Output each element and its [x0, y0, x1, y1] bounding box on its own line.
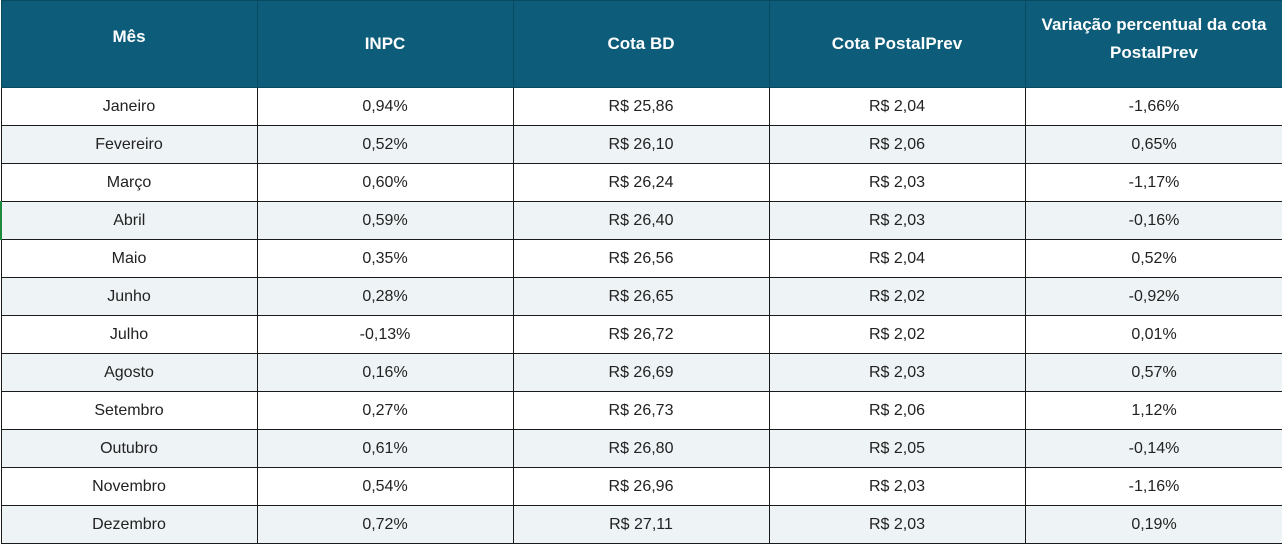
- column-header-inpc: INPC: [256, 0, 514, 88]
- table-row: Março 0,60% R$ 26,24 R$ 2,03 -1,17%: [0, 163, 1282, 202]
- table-header: Mês INPC Cota BD Cota PostalPrev Variaçã…: [0, 0, 1282, 88]
- variacao-cell: 0,01%: [1024, 315, 1282, 354]
- month-cell: Agosto: [0, 353, 258, 392]
- column-header-cota-bd: Cota BD: [512, 0, 770, 88]
- cota-bd-cell: R$ 26,80: [512, 429, 770, 468]
- variacao-cell: 0,19%: [1024, 505, 1282, 544]
- inpc-cell: 0,28%: [256, 277, 514, 316]
- cota-postalprev-cell: R$ 2,03: [768, 505, 1026, 544]
- table-row: Maio 0,35% R$ 26,56 R$ 2,04 0,52%: [0, 239, 1282, 278]
- inpc-cell: 0,61%: [256, 429, 514, 468]
- cota-bd-cell: R$ 26,56: [512, 239, 770, 278]
- header-row: Mês INPC Cota BD Cota PostalPrev Variaçã…: [0, 0, 1282, 88]
- variacao-cell: -0,14%: [1024, 429, 1282, 468]
- table-row: Outubro 0,61% R$ 26,80 R$ 2,05 -0,14%: [0, 429, 1282, 468]
- month-cell: Abril: [0, 201, 258, 240]
- variacao-cell: 0,57%: [1024, 353, 1282, 392]
- cota-postalprev-cell: R$ 2,03: [768, 467, 1026, 506]
- table-row: Novembro 0,54% R$ 26,96 R$ 2,03 -1,16%: [0, 467, 1282, 506]
- variacao-cell: -1,16%: [1024, 467, 1282, 506]
- month-cell: Março: [0, 163, 258, 202]
- month-cell: Janeiro: [0, 87, 258, 126]
- variacao-cell: 0,52%: [1024, 239, 1282, 278]
- table-row: Julho -0,13% R$ 26,72 R$ 2,02 0,01%: [0, 315, 1282, 354]
- month-cell: Maio: [0, 239, 258, 278]
- cota-postalprev-cell: R$ 2,03: [768, 353, 1026, 392]
- month-cell: Setembro: [0, 391, 258, 430]
- cota-bd-cell: R$ 26,40: [512, 201, 770, 240]
- cota-bd-cell: R$ 26,96: [512, 467, 770, 506]
- cota-bd-cell: R$ 26,69: [512, 353, 770, 392]
- column-header-variacao: Variação percentual da cota PostalPrev: [1024, 0, 1282, 88]
- variacao-cell: -0,92%: [1024, 277, 1282, 316]
- cota-bd-cell: R$ 26,73: [512, 391, 770, 430]
- cota-bd-cell: R$ 27,11: [512, 505, 770, 544]
- table-row: Dezembro 0,72% R$ 27,11 R$ 2,03 0,19%: [0, 505, 1282, 544]
- inpc-cell: 0,59%: [256, 201, 514, 240]
- column-header-cota-postalprev: Cota PostalPrev: [768, 0, 1026, 88]
- inpc-cell: 0,54%: [256, 467, 514, 506]
- inpc-cell: 0,27%: [256, 391, 514, 430]
- table-row: Fevereiro 0,52% R$ 26,10 R$ 2,06 0,65%: [0, 125, 1282, 164]
- cota-bd-cell: R$ 26,72: [512, 315, 770, 354]
- cota-postalprev-cell: R$ 2,03: [768, 163, 1026, 202]
- cota-postalprev-cell: R$ 2,02: [768, 315, 1026, 354]
- cota-postalprev-cell: R$ 2,06: [768, 125, 1026, 164]
- table-row: Setembro 0,27% R$ 26,73 R$ 2,06 1,12%: [0, 391, 1282, 430]
- month-cell: Dezembro: [0, 505, 258, 544]
- month-cell: Junho: [0, 277, 258, 316]
- variacao-cell: -0,16%: [1024, 201, 1282, 240]
- column-header-month: Mês: [0, 0, 258, 88]
- table-row: Junho 0,28% R$ 26,65 R$ 2,02 -0,92%: [0, 277, 1282, 316]
- cota-postalprev-cell: R$ 2,06: [768, 391, 1026, 430]
- variacao-cell: -1,66%: [1024, 87, 1282, 126]
- month-cell: Novembro: [0, 467, 258, 506]
- inpc-cell: -0,13%: [256, 315, 514, 354]
- cota-bd-cell: R$ 25,86: [512, 87, 770, 126]
- table-row: Agosto 0,16% R$ 26,69 R$ 2,03 0,57%: [0, 353, 1282, 392]
- table-body: Janeiro 0,94% R$ 25,86 R$ 2,04 -1,66% Feverei…: [0, 87, 1282, 544]
- table-row: Abril 0,59% R$ 26,40 R$ 2,03 -0,16%: [0, 201, 1282, 240]
- cota-postalprev-cell: R$ 2,02: [768, 277, 1026, 316]
- variacao-cell: 0,65%: [1024, 125, 1282, 164]
- inpc-cell: 0,35%: [256, 239, 514, 278]
- month-cell: Julho: [0, 315, 258, 354]
- inpc-cell: 0,94%: [256, 87, 514, 126]
- cota-postalprev-cell: R$ 2,04: [768, 87, 1026, 126]
- cota-bd-cell: R$ 26,10: [512, 125, 770, 164]
- cota-bd-cell: R$ 26,65: [512, 277, 770, 316]
- month-cell: Fevereiro: [0, 125, 258, 164]
- cota-postalprev-cell: R$ 2,03: [768, 201, 1026, 240]
- month-cell: Outubro: [0, 429, 258, 468]
- cota-bd-cell: R$ 26,24: [512, 163, 770, 202]
- cota-postalprev-cell: R$ 2,05: [768, 429, 1026, 468]
- cota-postalprev-cell: R$ 2,04: [768, 239, 1026, 278]
- inpc-cell: 0,60%: [256, 163, 514, 202]
- inpc-cell: 0,72%: [256, 505, 514, 544]
- inpc-cell: 0,16%: [256, 353, 514, 392]
- table-row: Janeiro 0,94% R$ 25,86 R$ 2,04 -1,66%: [0, 87, 1282, 126]
- variacao-cell: -1,17%: [1024, 163, 1282, 202]
- inpc-cell: 0,52%: [256, 125, 514, 164]
- variacao-cell: 1,12%: [1024, 391, 1282, 430]
